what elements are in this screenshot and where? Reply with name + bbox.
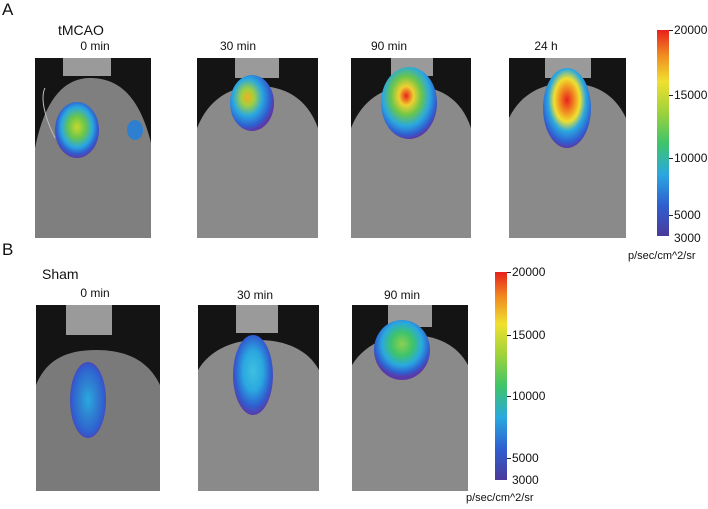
group-label-sham: Sham <box>42 266 79 282</box>
colorbar-a-tickmark-max <box>669 30 673 31</box>
colorbar-b-tickmark-max <box>507 272 511 273</box>
colorbar-b-tickmark-10000 <box>507 396 511 397</box>
colorbar-a-unit: p/sec/cm^2/sr <box>628 250 696 262</box>
panel-letter-a: A <box>2 0 14 19</box>
colorbar-b-min: 3000 <box>512 473 539 487</box>
colorbar-b-tickmark-15000 <box>507 335 511 336</box>
colorbar-b-tick-15000: 15000 <box>512 328 546 342</box>
panel-letter-b: B <box>2 240 14 259</box>
colorbar-a-tickmark-15000 <box>669 95 673 96</box>
time-label-b-1: 30 min <box>236 288 274 302</box>
colorbar-a <box>657 30 669 236</box>
image-tmcao-0min <box>35 58 151 238</box>
group-label-tmcao: tMCAO <box>58 22 104 38</box>
colorbar-b <box>495 272 507 480</box>
colorbar-a-min: 3000 <box>674 231 701 245</box>
colorbar-b-max: 20000 <box>512 265 546 279</box>
time-label-a-3: 24 h <box>534 39 558 53</box>
image-sham-0min <box>36 305 160 491</box>
colorbar-b-tick-5000: 5000 <box>512 451 539 465</box>
time-label-a-1: 30 min <box>219 39 257 53</box>
image-tmcao-30min <box>197 58 318 238</box>
colorbar-a-tickmark-10000 <box>669 158 673 159</box>
image-sham-30min <box>198 305 319 491</box>
time-label-b-2: 90 min <box>383 288 421 302</box>
image-tmcao-24h <box>509 58 626 238</box>
time-label-a-0: 0 min <box>80 39 110 53</box>
colorbar-a-tick-15000: 15000 <box>674 88 708 102</box>
colorbar-b-tick-10000: 10000 <box>512 389 546 403</box>
colorbar-b-tickmark-5000 <box>507 458 511 459</box>
colorbar-a-tick-10000: 10000 <box>674 151 708 165</box>
colorbar-b-unit: p/sec/cm^2/sr <box>466 492 534 504</box>
time-label-a-2: 90 min <box>370 39 408 53</box>
image-sham-90min <box>352 305 468 491</box>
time-label-b-0: 0 min <box>80 286 110 300</box>
colorbar-a-tickmark-5000 <box>669 215 673 216</box>
colorbar-a-tick-5000: 5000 <box>674 208 701 222</box>
image-tmcao-90min <box>351 58 471 238</box>
colorbar-a-max: 20000 <box>674 23 708 37</box>
